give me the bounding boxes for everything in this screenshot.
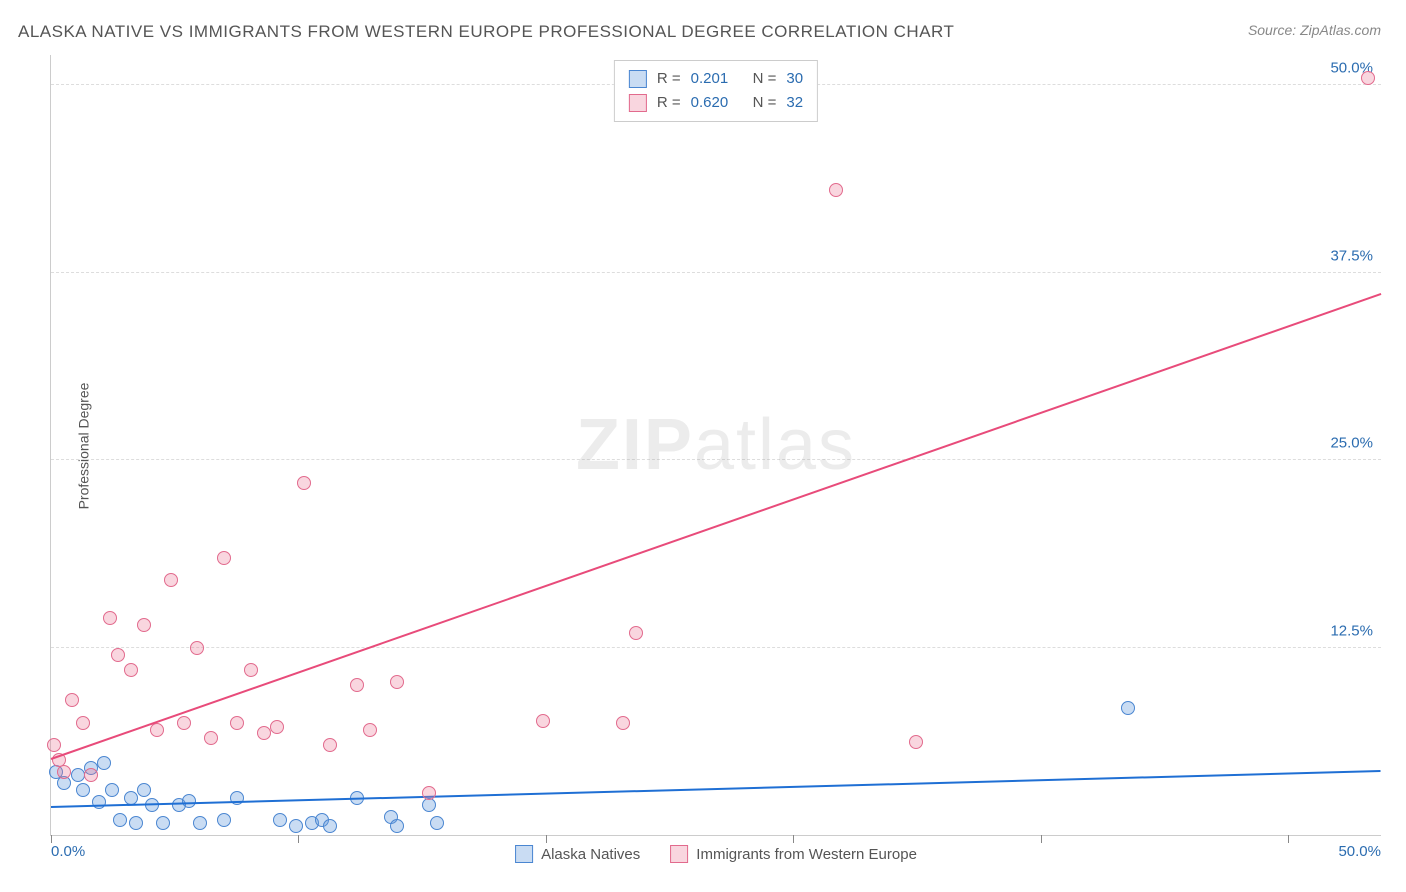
scatter-plot-area: ZIPatlas R =0.201N =30R =0.620N =32 Alas… (50, 55, 1381, 836)
legend-n-label: N = (753, 67, 777, 91)
gridline (51, 459, 1381, 460)
data-point (111, 648, 125, 662)
data-point (244, 663, 258, 677)
data-point (230, 716, 244, 730)
data-point (297, 476, 311, 490)
data-point (65, 693, 79, 707)
data-point (289, 819, 303, 833)
data-point (124, 663, 138, 677)
legend-n-label: N = (753, 91, 777, 115)
data-point (390, 675, 404, 689)
data-point (105, 783, 119, 797)
gridline (51, 647, 1381, 648)
x-tick (1288, 835, 1289, 843)
x-tick-label: 0.0% (51, 843, 85, 860)
legend-series-item: Alaska Natives (515, 845, 640, 863)
legend-n-value: 32 (786, 91, 803, 115)
x-tick (793, 835, 794, 843)
data-point (76, 716, 90, 730)
data-point (363, 723, 377, 737)
data-point (71, 768, 85, 782)
chart-title: ALASKA NATIVE VS IMMIGRANTS FROM WESTERN… (18, 22, 954, 42)
source-attribution: Source: ZipAtlas.com (1248, 22, 1381, 38)
data-point (422, 798, 436, 812)
legend-swatch (629, 70, 647, 88)
data-point (137, 783, 151, 797)
data-point (629, 626, 643, 640)
legend-series-label: Alaska Natives (541, 846, 640, 863)
x-tick-label: 50.0% (1338, 843, 1381, 860)
data-point (1361, 71, 1375, 85)
data-point (270, 720, 284, 734)
data-point (193, 816, 207, 830)
data-point (150, 723, 164, 737)
data-point (204, 731, 218, 745)
data-point (177, 716, 191, 730)
legend-swatch (629, 94, 647, 112)
legend-r-label: R = (657, 91, 681, 115)
data-point (156, 816, 170, 830)
data-point (390, 819, 404, 833)
x-tick (1041, 835, 1042, 843)
legend-stat-row: R = 0.201 N = 30 (629, 67, 803, 91)
data-point (257, 726, 271, 740)
x-tick (51, 835, 52, 843)
legend-r-value: 0.201 (691, 67, 743, 91)
legend-stat-row: R = 0.620 N = 32 (629, 91, 803, 115)
data-point (76, 783, 90, 797)
legend-series-item: Immigrants from Western Europe (670, 845, 917, 863)
trend-line (51, 770, 1381, 808)
data-point (57, 765, 71, 779)
data-point (422, 786, 436, 800)
data-point (113, 813, 127, 827)
data-point (616, 716, 630, 730)
legend-r-label: R = (657, 67, 681, 91)
data-point (536, 714, 550, 728)
trend-line (51, 293, 1382, 760)
data-point (217, 813, 231, 827)
data-point (97, 756, 111, 770)
data-point (829, 183, 843, 197)
y-tick-label: 37.5% (1330, 247, 1373, 264)
x-tick (546, 835, 547, 843)
data-point (1121, 701, 1135, 715)
y-tick-label: 12.5% (1330, 622, 1373, 639)
data-point (92, 795, 106, 809)
legend-stats-box: R = 0.201 N = 30 R = 0.620 N = 32 (614, 60, 818, 122)
watermark: ZIPatlas (576, 404, 856, 486)
legend-series-label: Immigrants from Western Europe (696, 846, 917, 863)
y-tick-label: 25.0% (1330, 435, 1373, 452)
data-point (124, 791, 138, 805)
legend-swatch (670, 845, 688, 863)
gridline (51, 272, 1381, 273)
x-tick (298, 835, 299, 843)
data-point (103, 611, 117, 625)
data-point (182, 794, 196, 808)
data-point (323, 738, 337, 752)
data-point (909, 735, 923, 749)
data-point (217, 551, 231, 565)
data-point (273, 813, 287, 827)
legend-r-value: 0.620 (691, 91, 743, 115)
data-point (129, 816, 143, 830)
legend-swatch (515, 845, 533, 863)
data-point (164, 573, 178, 587)
data-point (137, 618, 151, 632)
data-point (430, 816, 444, 830)
legend-series: Alaska Natives Immigrants from Western Eu… (515, 845, 917, 863)
legend-n-value: 30 (786, 67, 803, 91)
data-point (350, 678, 364, 692)
data-point (84, 768, 98, 782)
data-point (190, 641, 204, 655)
data-point (47, 738, 61, 752)
data-point (323, 819, 337, 833)
